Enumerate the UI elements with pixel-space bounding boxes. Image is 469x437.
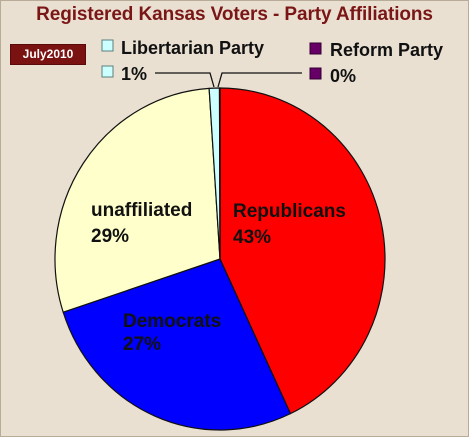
leader-line-reform	[217, 72, 302, 88]
leader-line-libertarian	[155, 72, 215, 88]
chart-title-main: Registered Kansas Voters	[36, 4, 268, 25]
slice-republicans	[219, 87, 386, 415]
legend-swatch-libertarian	[101, 39, 114, 52]
slice-unaffiliated	[54, 87, 221, 313]
legend-libertarian: Libertarian Party 1%	[101, 38, 264, 88]
slice-percent-democrats: 27%	[123, 334, 161, 355]
chart-subtitle: Party Affiliations	[284, 4, 433, 25]
slice-percent-unaffiliated: 29%	[91, 226, 129, 247]
legend-percent-libertarian: 1%	[121, 64, 147, 84]
slice-label-democrats: Democrats	[123, 311, 221, 332]
legend-swatch-libertarian-pct	[101, 65, 114, 78]
pie-slices	[54, 87, 386, 431]
legend-swatch-reform-pct	[309, 67, 322, 80]
slice-democrats	[62, 258, 292, 431]
slice-reform	[218, 87, 221, 260]
chart-title: Registered Kansas Voters - Party Affilia…	[0, 4, 469, 30]
legend-reform: Reform Party 0%	[217, 40, 443, 88]
slice-label-unaffiliated: unaffiliated	[91, 200, 192, 221]
legend-label-reform: Reform Party	[330, 40, 443, 60]
slice-percent-republicans: 43%	[233, 227, 271, 248]
date-badge: July2010	[10, 44, 86, 65]
legend-label-libertarian: Libertarian Party	[121, 38, 264, 58]
legend-percent-reform: 0%	[330, 66, 356, 86]
chart-title-separator: -	[272, 4, 280, 25]
legend-swatch-reform	[309, 42, 322, 55]
slice-label-republicans: Republicans	[233, 201, 346, 222]
